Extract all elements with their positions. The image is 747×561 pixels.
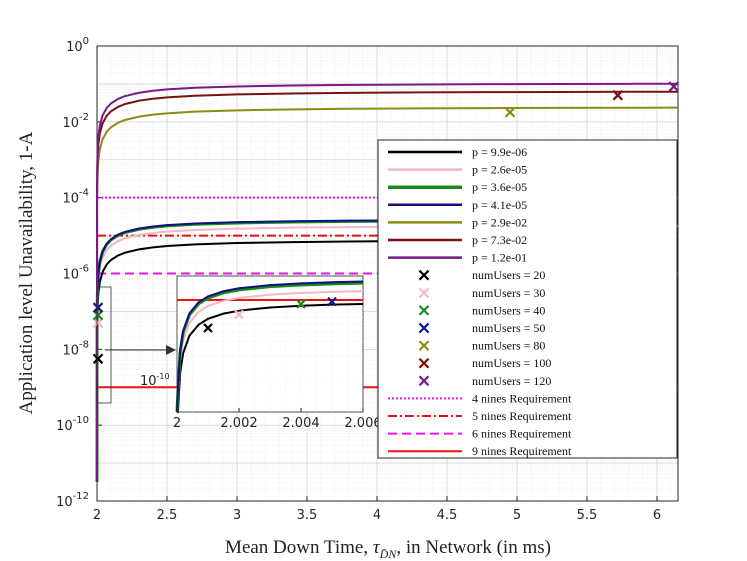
marker <box>612 90 624 101</box>
legend-entry-label: p = 3.6e-05 <box>472 180 527 194</box>
x-tick-label: 5 <box>513 508 521 523</box>
x-tick-label: 3 <box>233 508 241 523</box>
legend-entry-label: 5 nines Requirement <box>472 409 572 423</box>
x-tick-label: 4 <box>373 508 381 523</box>
marker <box>504 107 516 118</box>
marker <box>418 357 430 369</box>
y-tick-label: 10-8 <box>62 339 89 358</box>
legend-entry-label: p = 7.3e-02 <box>472 233 527 247</box>
zoom-arrowhead <box>166 345 176 355</box>
marker <box>92 317 104 329</box>
marker <box>418 375 430 387</box>
marker <box>418 322 430 334</box>
inset-axes: 2 2.002 2.004 2.006 10-10 <box>140 275 382 431</box>
legend-entry-label: numUsers = 80 <box>472 339 545 353</box>
marker <box>418 305 430 316</box>
x-tick-label: 3.5 <box>297 508 318 523</box>
legend-entry-label: numUsers = 120 <box>472 374 551 388</box>
series-line <box>96 82 679 483</box>
x-tick-label: 4.5 <box>437 508 458 523</box>
marker <box>418 340 430 351</box>
legend-entry-label: p = 2.9e-02 <box>472 215 527 229</box>
x-tick-label: 2.5 <box>157 508 178 523</box>
marker <box>92 353 104 365</box>
series-markers <box>92 81 680 365</box>
inset-series-line <box>176 280 364 413</box>
marker <box>296 299 306 309</box>
legend-entry-label: 6 nines Requirement <box>472 427 572 441</box>
legend-entry-label: 4 nines Requirement <box>472 391 572 405</box>
inset-x-tick-label: 2.002 <box>220 416 257 431</box>
y-axis-ticks: 10-12 10-10 10-8 10-6 10-4 10-2 100 <box>56 36 102 510</box>
y-tick-label: 10-10 <box>56 415 89 434</box>
x-tick-label: 5.5 <box>577 508 598 523</box>
legend-entry-label: p = 1.2e-01 <box>472 251 527 265</box>
y-tick-label: 100 <box>66 36 89 55</box>
legend-entry-label: p = 9.9e-06 <box>472 145 527 159</box>
inset-x-tick-label: 2.004 <box>282 416 319 431</box>
legend-entry-label: numUsers = 40 <box>472 303 545 317</box>
y-tick-label: 10-4 <box>62 188 89 207</box>
y-tick-label: 10-2 <box>62 112 89 131</box>
legend: p = 9.9e-06 p = 2.6e-05 p = 3.6e-05 p = 4.1… <box>377 139 678 459</box>
legend-entry-label: p = 4.1e-05 <box>472 198 527 212</box>
marker <box>418 287 430 299</box>
legend-entry-label: numUsers = 30 <box>472 286 545 300</box>
legend-entry-label: numUsers = 100 <box>472 356 551 370</box>
marker <box>203 323 213 333</box>
zoom-region-box <box>96 286 112 404</box>
y-axis-label: Application level Unavailability, 1-A <box>16 131 37 414</box>
legend-box <box>377 139 678 459</box>
inset-x-tick-label: 2 <box>173 416 181 431</box>
marker <box>418 269 430 281</box>
marker <box>668 81 680 92</box>
marker <box>234 309 244 320</box>
marker <box>327 296 337 307</box>
x-axis-ticks: 2 2.5 3 3.5 4 4.5 5 5.5 6 <box>93 496 661 523</box>
y-tick-label: 10-6 <box>62 264 89 283</box>
legend-entry-label: numUsers = 20 <box>472 268 545 282</box>
legend-entry-label: 9 nines Requirement <box>472 444 572 458</box>
x-tick-label: 2 <box>93 508 101 523</box>
y-tick-label: 10-12 <box>56 491 89 510</box>
inset-y-tick-label: 10-10 <box>140 372 170 389</box>
marker <box>92 302 104 313</box>
legend-entry-label: numUsers = 50 <box>472 321 545 335</box>
x-axis-label: Mean Down Time, τD̄N, in Network (in ms) <box>225 537 551 561</box>
x-tick-label: 6 <box>653 508 661 523</box>
inset-x-tick-label: 2.006 <box>344 416 381 431</box>
legend-entry-label: p = 2.6e-05 <box>472 163 527 177</box>
marker <box>92 309 104 321</box>
